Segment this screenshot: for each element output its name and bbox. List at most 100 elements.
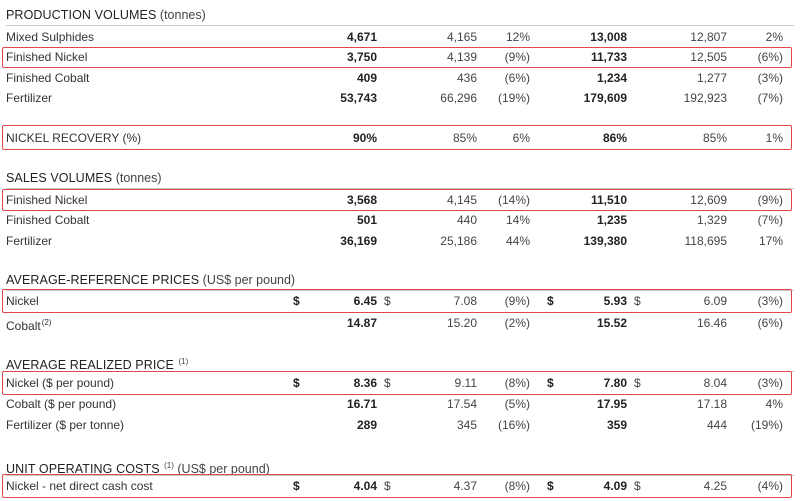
table-row: Finished Cobalt 409 436 (6%) 1,234 1,277… [0, 67, 800, 89]
production-volumes-unit: (tonnes) [159, 8, 206, 22]
value-cell: 1,329 [696, 213, 727, 227]
row-label: Finished Nickel [6, 193, 88, 207]
value-cell: 1% [765, 131, 783, 145]
row-label: Nickel - net direct cash cost [6, 479, 153, 493]
unit-costs-unit: (US$ per pound) [177, 462, 270, 476]
currency-symbol: $ [634, 479, 641, 493]
value-cell: (7%) [757, 91, 783, 105]
value-cell: 436 [456, 71, 477, 85]
value-cell: 12% [505, 30, 530, 44]
value-cell: 9.11 [454, 376, 477, 390]
value-cell: 85% [702, 131, 727, 145]
row-label: Fertilizer [6, 91, 53, 105]
value-cell: 66,296 [440, 91, 477, 105]
unit-costs-title: UNIT OPERATING COSTS [6, 462, 160, 476]
value-cell: 14.87 [346, 316, 377, 330]
value-cell: 1,277 [696, 71, 727, 85]
row-label: Mixed Sulphides [6, 30, 95, 44]
realized-price-heading: AVERAGE REALIZED PRICE (1) [6, 353, 189, 372]
row-label: Nickel ($ per pound) [6, 376, 115, 390]
section-divider [6, 475, 794, 476]
value-cell: 13,008 [590, 30, 627, 44]
value-cell: 3,568 [346, 193, 377, 207]
table-row: Finished Nickel 3,568 4,145 (14%) 11,510… [0, 189, 800, 211]
value-cell: (9%) [757, 193, 783, 207]
sales-volumes-title: SALES VOLUMES [6, 171, 113, 185]
value-cell: 501 [356, 213, 377, 227]
value-cell: 4,671 [346, 30, 377, 44]
value-cell: 6.45 [353, 294, 377, 308]
value-cell: 7.80 [603, 376, 627, 390]
value-cell: (3%) [757, 294, 783, 308]
value-cell: (8%) [504, 479, 530, 493]
value-cell: 15.52 [596, 316, 627, 330]
value-cell: 16.46 [696, 316, 727, 330]
nickel-recovery-row: NICKEL RECOVERY (%) 90% 85% 6% 86% 85% 1… [0, 127, 800, 149]
value-cell: 8.36 [353, 376, 377, 390]
value-cell: 16.71 [346, 397, 377, 411]
section-divider [6, 290, 794, 291]
value-cell: 17.95 [596, 397, 627, 411]
value-cell: 53,743 [340, 91, 377, 105]
value-cell: (9%) [504, 294, 530, 308]
section-divider [6, 25, 794, 26]
value-cell: 409 [356, 71, 377, 85]
value-cell: 17.54 [446, 397, 477, 411]
table-row: Fertilizer ($ per tonne) 289 345 (16%) 3… [0, 414, 800, 436]
value-cell: 444 [706, 418, 727, 432]
value-cell: 192,923 [683, 91, 727, 105]
value-cell: 6% [512, 131, 530, 145]
value-cell: 12,807 [690, 30, 727, 44]
value-cell: (2%) [504, 316, 530, 330]
value-cell: 118,695 [684, 234, 728, 248]
table-row: Mixed Sulphides 4,671 4,165 12% 13,008 1… [0, 26, 800, 48]
table-row: Nickel $ 6.45 $ 7.08 (9%) $ 5.93 $ 6.09 … [0, 290, 800, 312]
value-cell: 2% [765, 30, 783, 44]
value-cell: 345 [456, 418, 477, 432]
row-label: Cobalt ($ per pound) [6, 397, 117, 411]
row-label-text: Cobalt [6, 319, 41, 333]
value-cell: (8%) [504, 376, 530, 390]
value-cell: 289 [356, 418, 377, 432]
value-cell: (9%) [504, 50, 530, 64]
reference-prices-heading: AVERAGE-REFERENCE PRICES (US$ per pound) [6, 272, 295, 289]
currency-symbol: $ [293, 479, 300, 493]
row-label: Finished Cobalt [6, 213, 90, 227]
value-cell: 440 [456, 213, 477, 227]
value-cell: (19%) [750, 418, 783, 432]
value-cell: 1,235 [596, 213, 627, 227]
table-row: Cobalt(2) 14.87 15.20 (2%) 15.52 16.46 (… [0, 312, 800, 334]
row-label: Finished Cobalt [6, 71, 90, 85]
value-cell: 44% [505, 234, 530, 248]
value-cell: (14%) [497, 193, 530, 207]
currency-symbol: $ [547, 294, 554, 308]
value-cell: 4.09 [603, 479, 627, 493]
value-cell: 4% [765, 397, 783, 411]
currency-symbol: $ [384, 294, 391, 308]
value-cell: 11,510 [590, 193, 627, 207]
value-cell: (6%) [757, 50, 783, 64]
value-cell: (19%) [497, 91, 530, 105]
currency-symbol: $ [384, 479, 391, 493]
footnote-marker: (2) [41, 318, 52, 327]
value-cell: (16%) [497, 418, 530, 432]
unit-costs-heading: UNIT OPERATING COSTS (1) (US$ per pound) [6, 457, 270, 476]
row-label: Fertilizer ($ per tonne) [6, 418, 125, 432]
footnote-marker: (1) [178, 357, 189, 366]
value-cell: 179,609 [583, 91, 627, 105]
value-cell: 4.25 [703, 479, 727, 493]
value-cell: 3,750 [346, 50, 377, 64]
value-cell: 36,169 [340, 234, 377, 248]
value-cell: 4,165 [446, 30, 477, 44]
value-cell: 8.04 [703, 376, 727, 390]
table-row: Nickel - net direct cash cost $ 4.04 $ 4… [0, 475, 800, 497]
value-cell: (4%) [757, 479, 783, 493]
value-cell: 4,139 [446, 50, 477, 64]
value-cell: (6%) [757, 316, 783, 330]
currency-symbol: $ [547, 376, 554, 390]
value-cell: 139,380 [583, 234, 627, 248]
sales-volumes-heading: SALES VOLUMES (tonnes) [6, 170, 162, 187]
value-cell: 12,505 [690, 50, 727, 64]
table-row: Fertilizer 36,169 25,186 44% 139,380 118… [0, 230, 800, 252]
section-divider [6, 188, 794, 189]
